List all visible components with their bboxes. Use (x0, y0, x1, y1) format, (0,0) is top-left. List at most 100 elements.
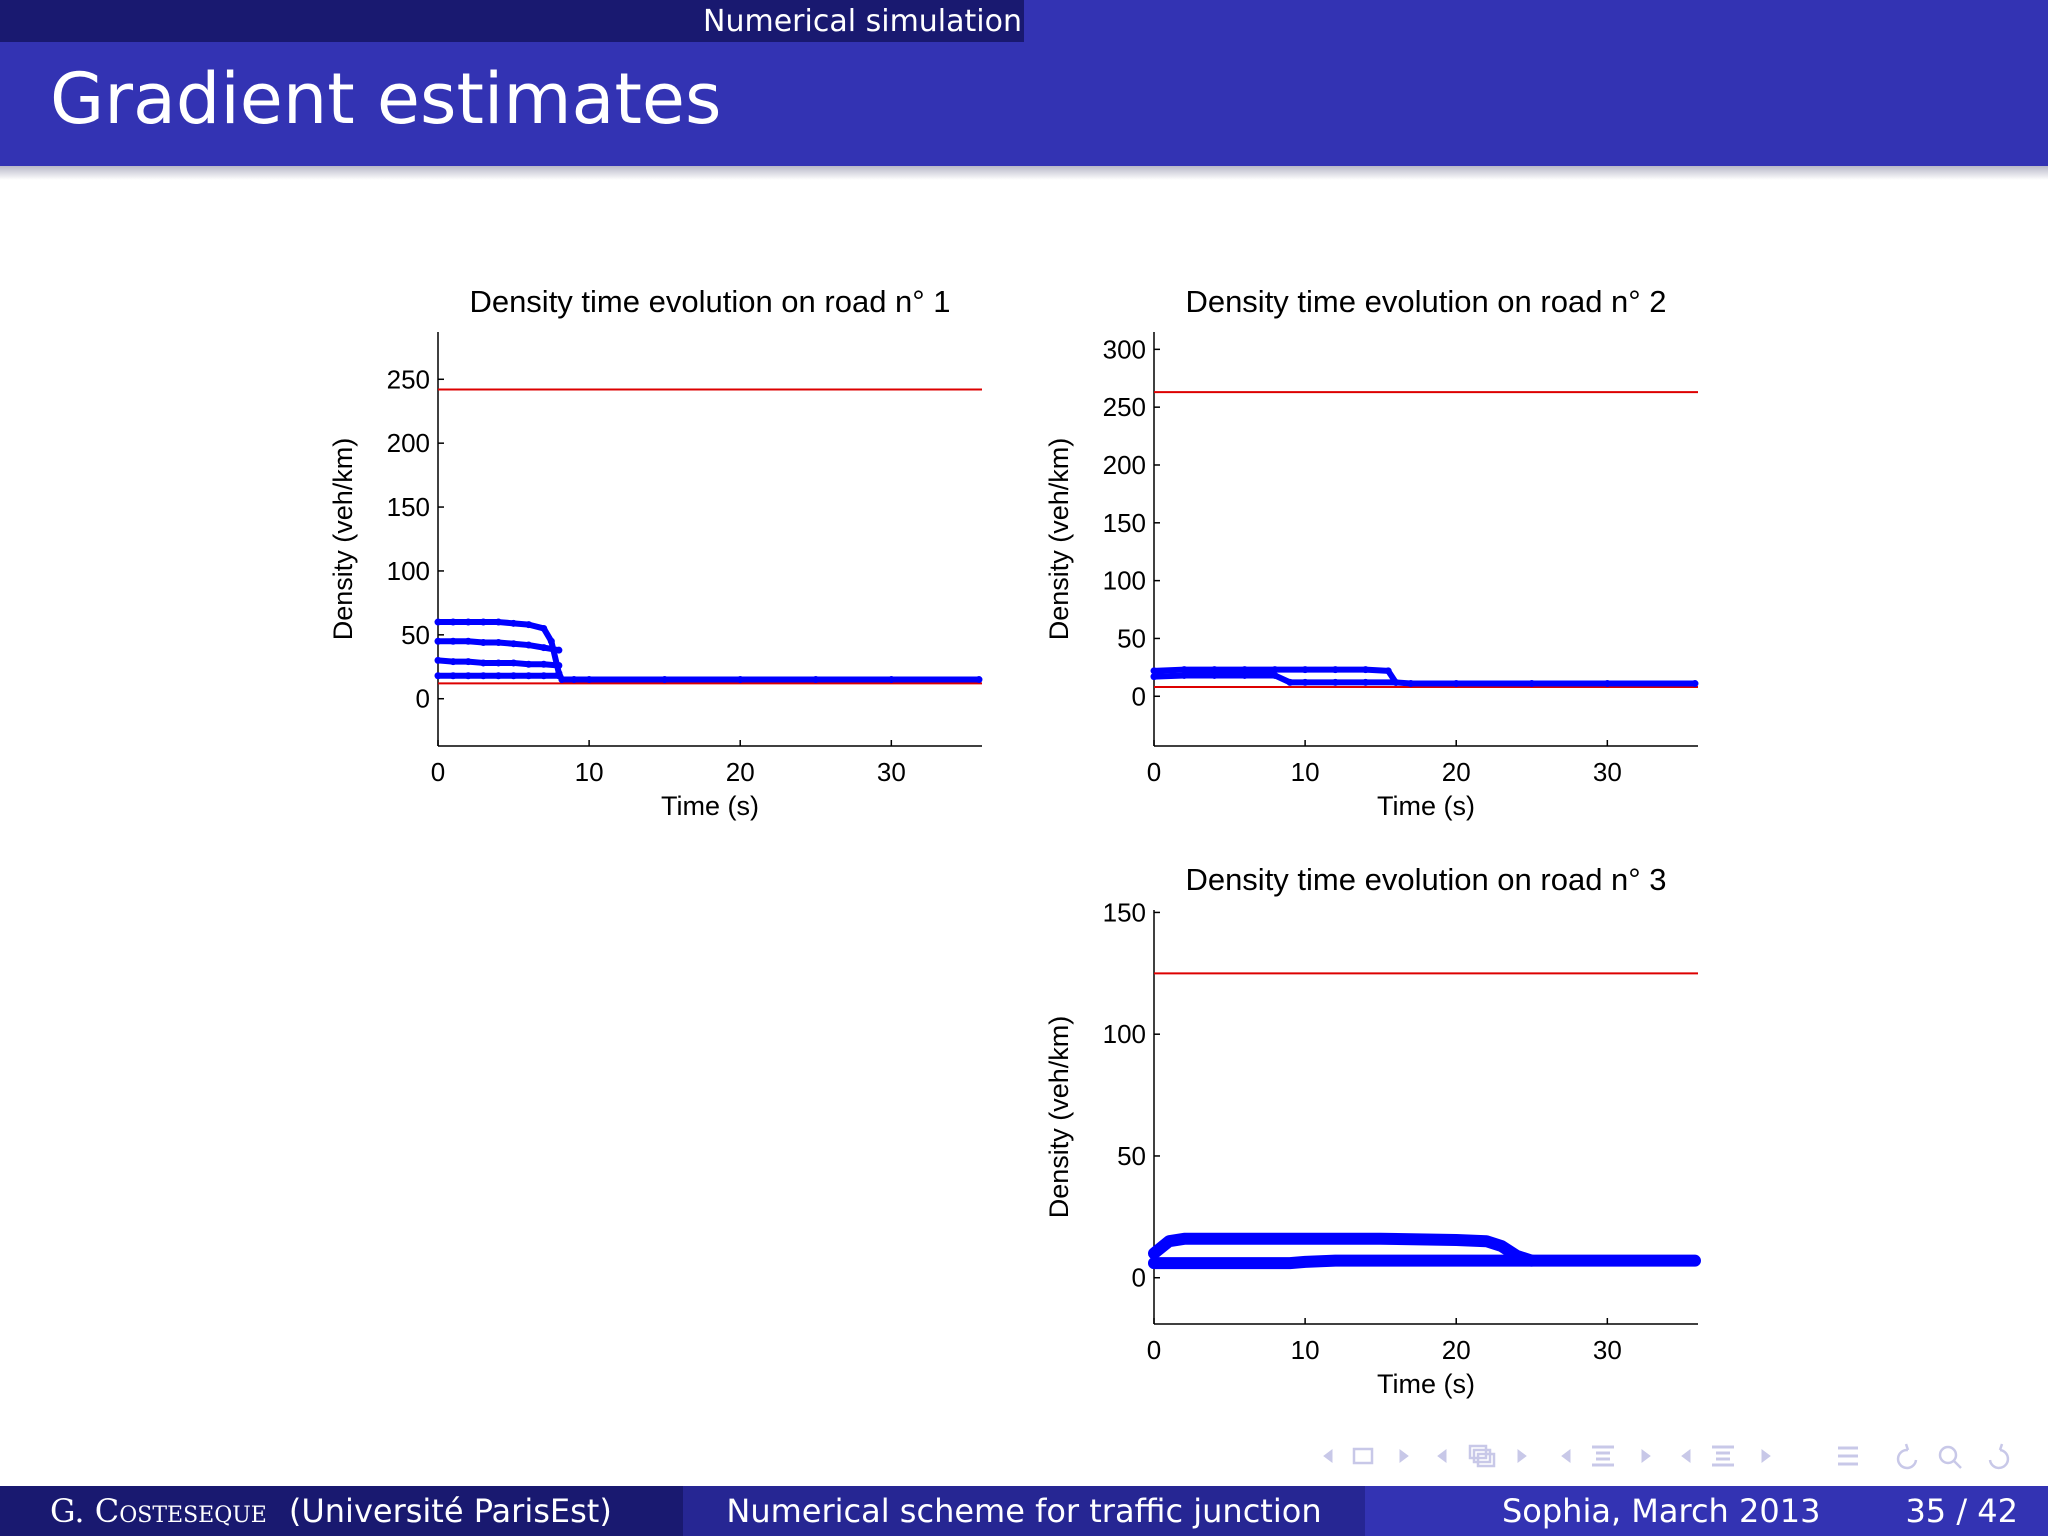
data-point (525, 660, 533, 668)
data-point (1482, 1237, 1490, 1245)
data-point (1691, 1257, 1699, 1265)
frame-title-bar: Gradient estimates (0, 42, 2048, 166)
data-point (570, 676, 578, 684)
footer-date-box: Sophia, March 2013 35 / 42 (1365, 1486, 2048, 1536)
data-point (494, 618, 502, 626)
data-point (525, 621, 533, 629)
footer-author-box: G. Costeseque (Université ParisEst) (0, 1486, 683, 1536)
data-point (540, 644, 548, 652)
data-point (464, 672, 472, 680)
section-icon[interactable] (1592, 1445, 1614, 1467)
y-tick-label: 100 (387, 556, 430, 586)
data-point (434, 618, 442, 626)
data-point (1241, 666, 1249, 674)
data-point (887, 676, 895, 684)
data-point (525, 641, 533, 649)
data-point (1452, 1257, 1460, 1265)
data-point (540, 660, 548, 668)
triangle-right-icon[interactable] (1517, 1449, 1527, 1463)
y-tick-label: 250 (387, 364, 430, 394)
data-point (1180, 666, 1188, 674)
triangle-left-icon[interactable] (1681, 1449, 1691, 1463)
data-point (449, 672, 457, 680)
data-point (1241, 671, 1249, 679)
footer-bar: G. Costeseque (Université ParisEst) Nume… (0, 1486, 2048, 1536)
data-point (1377, 1235, 1385, 1243)
y-tick-label: 250 (1103, 392, 1146, 422)
align-icon[interactable] (1838, 1446, 1858, 1466)
data-point (1301, 1258, 1309, 1266)
data-point (661, 676, 669, 684)
x-tick-label: 10 (1291, 757, 1320, 787)
x-tick-label: 20 (726, 757, 755, 787)
triangle-left-icon[interactable] (1437, 1449, 1447, 1463)
x-axis-label: Time (s) (1377, 1369, 1475, 1399)
data-point (1165, 1237, 1173, 1245)
data-point (1528, 1257, 1536, 1265)
chart-title: Density time evolution on road n° 1 (469, 284, 950, 319)
x-tick-label: 0 (1147, 1335, 1161, 1365)
y-tick-label: 100 (1103, 566, 1146, 596)
triangle-right-icon[interactable] (1641, 1449, 1651, 1463)
data-point (1301, 1235, 1309, 1243)
data-point (736, 676, 744, 684)
x-tick-label: 30 (877, 757, 906, 787)
data-point (1210, 666, 1218, 674)
subsection-icon[interactable] (1468, 1444, 1496, 1468)
x-tick-label: 20 (1442, 1335, 1471, 1365)
data-point (525, 672, 533, 680)
footer-author: G. Costeseque (50, 1492, 267, 1530)
data-point (1691, 680, 1699, 688)
data-point (449, 618, 457, 626)
data-point (434, 672, 442, 680)
data-point (1271, 671, 1279, 679)
y-tick-label: 300 (1103, 334, 1146, 364)
undo-icon[interactable] (1988, 1443, 2010, 1470)
data-point (449, 637, 457, 645)
data-series-line (435, 619, 982, 683)
undo-icon[interactable] (1896, 1443, 1918, 1470)
y-tick-label: 200 (1103, 450, 1146, 480)
data-point (1362, 666, 1370, 674)
y-tick-label: 50 (1117, 1141, 1146, 1171)
data-point (1301, 678, 1309, 686)
data-point (540, 672, 548, 680)
data-point (494, 659, 502, 667)
data-point (510, 672, 518, 680)
section-title-box: Numerical simulation (0, 0, 1024, 42)
data-point (1377, 1257, 1385, 1265)
chart-title: Density time evolution on road n° 2 (1185, 284, 1666, 319)
data-series-line (1151, 672, 1399, 686)
data-point (479, 639, 487, 646)
triangle-right-icon[interactable] (1761, 1449, 1771, 1463)
beamer-navigation[interactable] (1310, 1438, 2030, 1478)
data-point (434, 637, 442, 645)
data-point (1452, 1236, 1460, 1244)
y-tick-label: 150 (1103, 897, 1146, 927)
data-series-line (1148, 1254, 1538, 1270)
chart-road-1: Density time evolution on road n° 1 0 10 20… (328, 284, 983, 821)
x-tick-label: 10 (1291, 1335, 1320, 1365)
triangle-right-icon[interactable] (1399, 1449, 1409, 1463)
y-tick-label: 200 (387, 428, 430, 458)
search-icon[interactable] (1938, 1445, 1962, 1469)
triangle-left-icon[interactable] (1323, 1449, 1333, 1463)
data-point (1150, 673, 1158, 681)
y-tick-label: 50 (401, 620, 430, 650)
footer-page-number: 35 / 42 (1905, 1492, 2018, 1530)
data-point (1226, 1259, 1234, 1267)
footer-date: Sophia, March 2013 (1501, 1492, 1821, 1530)
data-point (1150, 1259, 1158, 1267)
header-bar: Numerical simulation (0, 0, 2048, 42)
data-point (434, 656, 442, 664)
data-point (1180, 671, 1188, 679)
data-point (510, 619, 518, 627)
y-tick-label: 50 (1117, 623, 1146, 653)
y-tick-label: 0 (1132, 1263, 1146, 1293)
frame-icon[interactable] (1352, 1447, 1374, 1465)
data-point (1286, 1259, 1294, 1267)
section-icon[interactable] (1712, 1445, 1734, 1467)
data-point (479, 672, 487, 680)
triangle-left-icon[interactable] (1561, 1449, 1571, 1463)
